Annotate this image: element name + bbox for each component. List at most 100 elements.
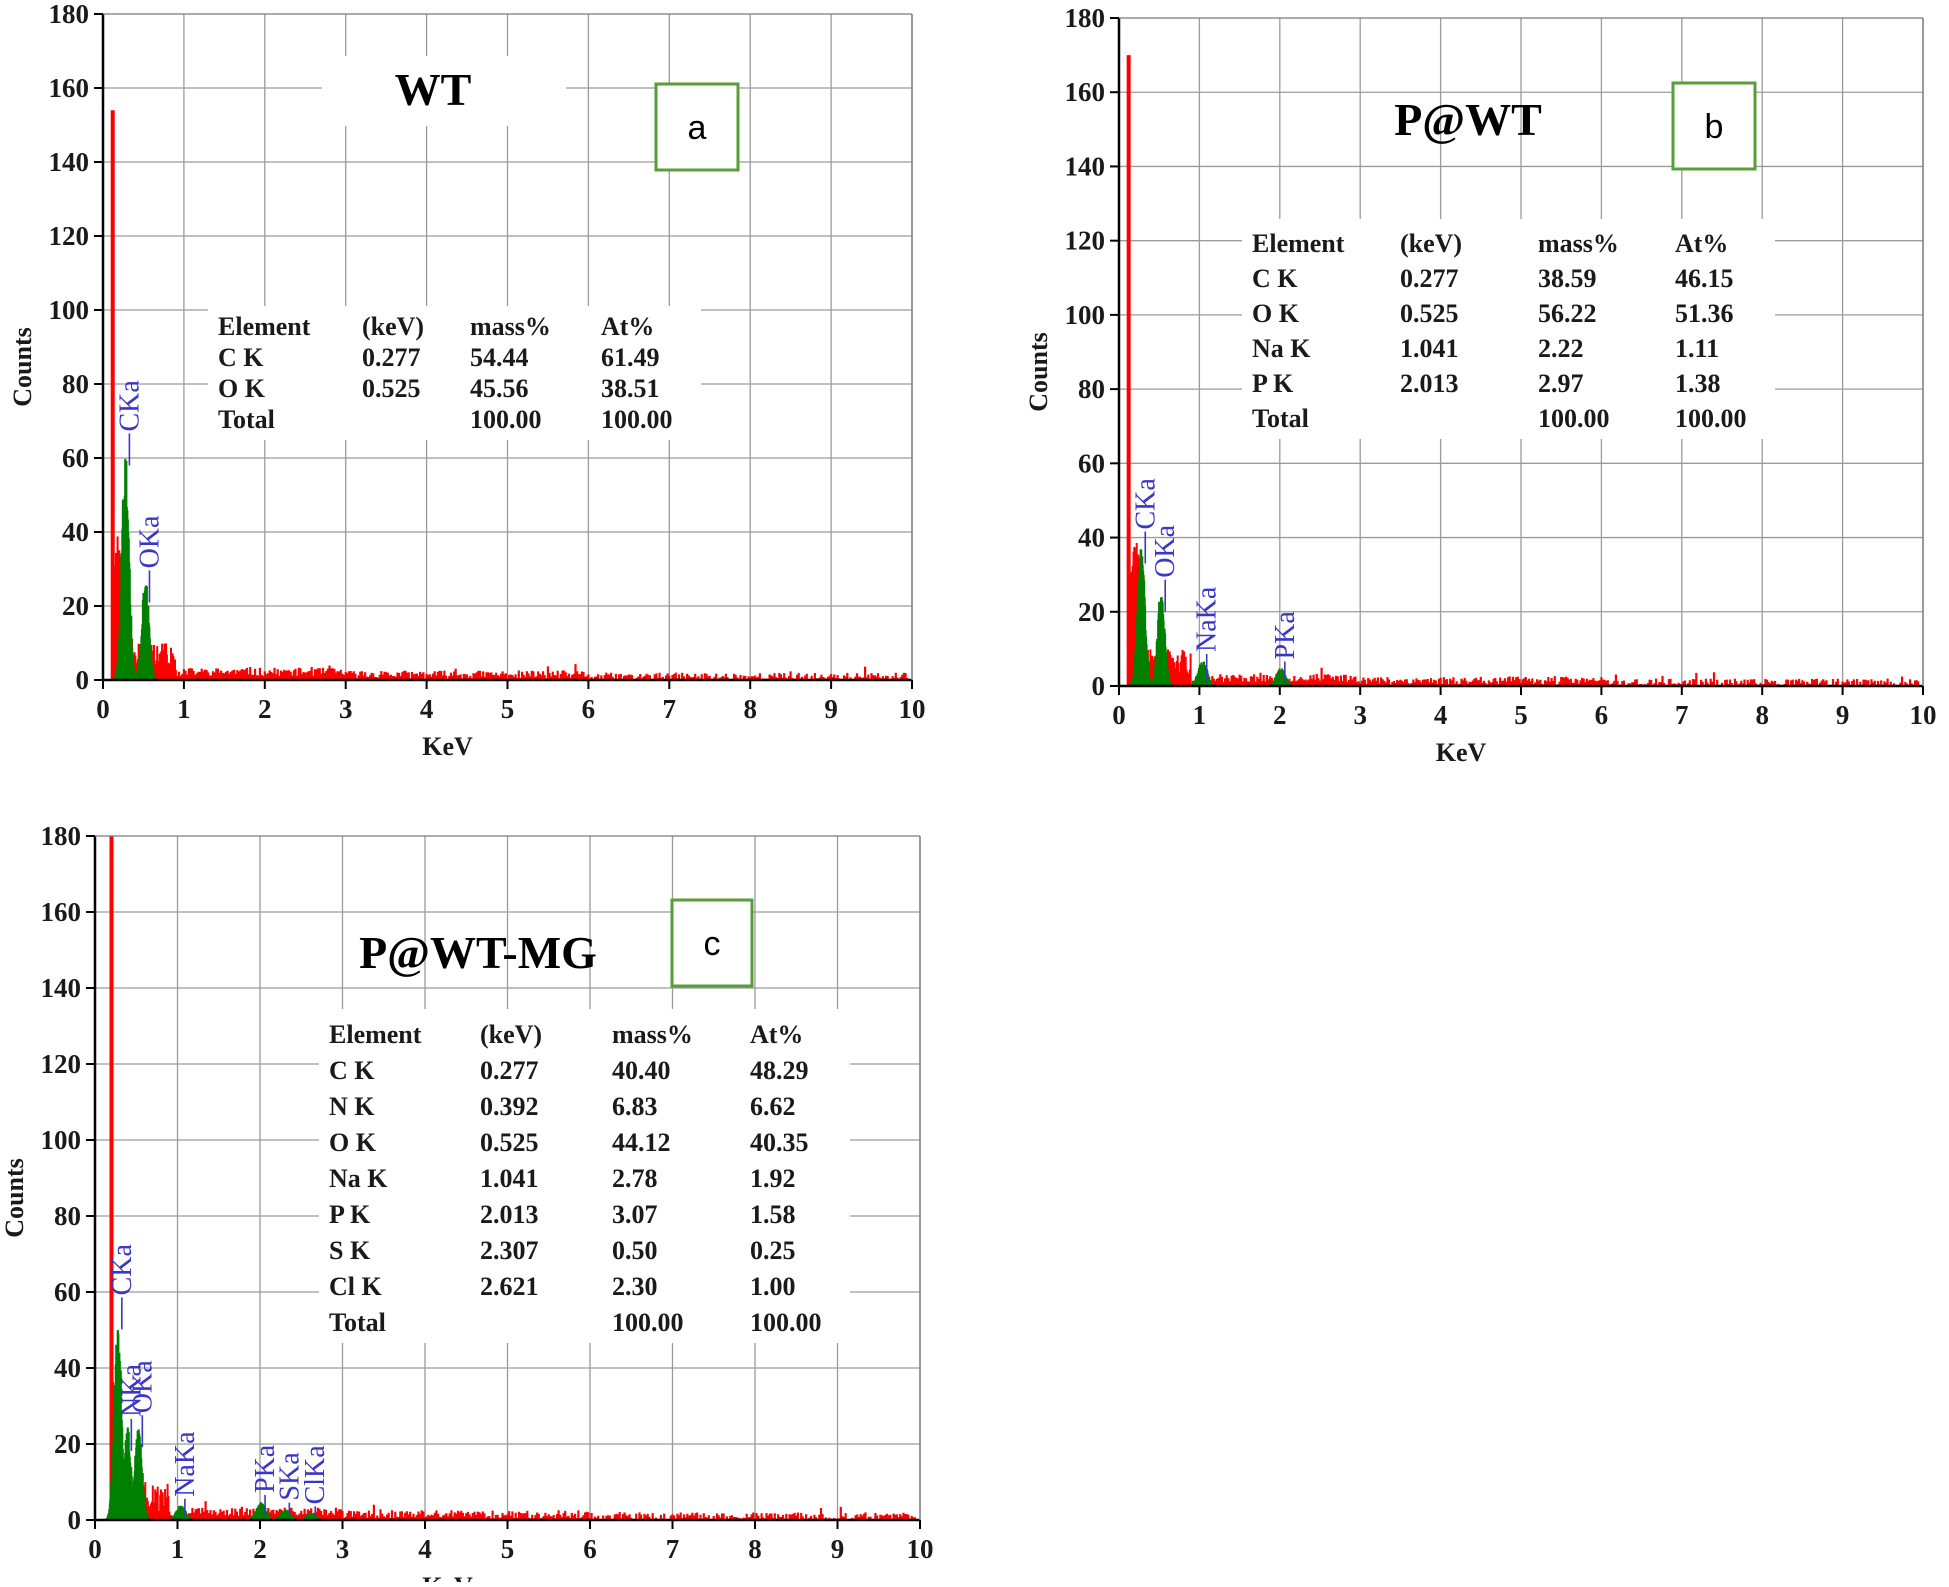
peak-label-SKa: SKa xyxy=(274,1452,305,1501)
y-axis-label: Counts xyxy=(0,1158,29,1237)
x-tick-label: 5 xyxy=(501,694,515,724)
panel-letter: b xyxy=(1705,108,1724,146)
peak-label-ClKa: ClKa xyxy=(300,1445,331,1505)
table-cell: O K xyxy=(218,374,266,403)
x-tick-label: 0 xyxy=(88,1534,102,1564)
y-tick-label: 60 xyxy=(62,443,89,473)
table-header-cell: (keV) xyxy=(362,312,424,341)
table-cell: 46.15 xyxy=(1675,264,1734,293)
x-tick-label: 5 xyxy=(1514,700,1528,730)
x-tick-label: 9 xyxy=(831,1534,845,1564)
table-cell: 3.07 xyxy=(612,1200,658,1229)
peak-NaKa xyxy=(1191,661,1215,686)
table-cell: P K xyxy=(1252,369,1294,398)
table-cell: 100.00 xyxy=(1675,404,1747,433)
peak-OKa xyxy=(1150,597,1172,686)
table-cell: C K xyxy=(329,1056,375,1085)
x-tick-label: 4 xyxy=(418,1534,432,1564)
table-header-cell: At% xyxy=(601,312,654,341)
table-header-cell: mass% xyxy=(612,1020,693,1049)
table-cell: 100.00 xyxy=(601,405,673,434)
y-tick-label: 60 xyxy=(1078,448,1105,478)
table-cell: Total xyxy=(218,405,275,434)
table-cell: 0.25 xyxy=(750,1236,796,1265)
peak-label-CKa: CKa xyxy=(107,1244,138,1296)
x-tick-label: 10 xyxy=(1910,700,1937,730)
x-tick-label: 0 xyxy=(96,694,110,724)
table-cell: 6.83 xyxy=(612,1092,658,1121)
chart-title: WT xyxy=(395,64,472,115)
table-cell: 40.40 xyxy=(612,1056,671,1085)
table-cell: 0.525 xyxy=(1400,299,1459,328)
table-cell: 1.92 xyxy=(750,1164,796,1193)
table-cell: 2.22 xyxy=(1538,334,1584,363)
chart-title: P@WT-MG xyxy=(359,927,597,978)
peak-label-PKa: PKa xyxy=(1270,611,1301,660)
x-axis-label: KeV xyxy=(1436,738,1487,767)
table-cell: 40.35 xyxy=(750,1128,809,1157)
y-tick-label: 0 xyxy=(1092,671,1106,701)
table-cell: 1.041 xyxy=(480,1164,539,1193)
x-tick-label: 3 xyxy=(339,694,353,724)
table-cell: 100.00 xyxy=(1538,404,1610,433)
x-tick-label: 6 xyxy=(1595,700,1609,730)
y-axis-label: Counts xyxy=(8,327,37,406)
x-tick-label: 6 xyxy=(582,694,596,724)
table-backdrop xyxy=(319,1009,850,1343)
x-tick-label: 9 xyxy=(1836,700,1850,730)
x-axis-label: KeV xyxy=(422,732,473,761)
x-tick-label: 1 xyxy=(1193,700,1207,730)
table-cell: C K xyxy=(1252,264,1298,293)
y-tick-label: 0 xyxy=(68,1505,82,1535)
y-tick-label: 80 xyxy=(54,1201,81,1231)
peak-label-NaKa: NaKa xyxy=(170,1431,201,1497)
y-tick-label: 100 xyxy=(49,295,90,325)
spectrum-background xyxy=(1127,667,1920,686)
panel-letter-box xyxy=(670,898,754,988)
table-cell: 38.51 xyxy=(601,374,660,403)
y-tick-label: 80 xyxy=(1078,374,1105,404)
table-cell: Cl K xyxy=(329,1272,383,1301)
peak-label-OKa: OKa xyxy=(1150,524,1181,577)
x-tick-label: 9 xyxy=(824,694,838,724)
table-cell: C K xyxy=(218,343,264,372)
table-cell: 2.307 xyxy=(480,1236,539,1265)
table-cell: 100.00 xyxy=(750,1308,822,1337)
y-tick-label: 20 xyxy=(62,591,89,621)
table-header-cell: mass% xyxy=(1538,229,1619,258)
table-cell: 48.29 xyxy=(750,1056,809,1085)
table-cell: 54.44 xyxy=(470,343,529,372)
x-tick-label: 4 xyxy=(420,694,434,724)
y-tick-label: 100 xyxy=(1065,300,1106,330)
y-tick-label: 0 xyxy=(76,665,90,695)
peak-label-OKa: OKa xyxy=(134,515,165,568)
peak-label-CKa: CKa xyxy=(114,380,145,432)
table-backdrop xyxy=(208,306,701,440)
chart-title: P@WT xyxy=(1394,94,1542,145)
table-cell: O K xyxy=(1252,299,1300,328)
x-tick-label: 1 xyxy=(177,694,191,724)
y-tick-label: 160 xyxy=(1065,77,1106,107)
table-cell: Total xyxy=(329,1308,386,1337)
table-cell: 0.50 xyxy=(612,1236,658,1265)
y-tick-label: 180 xyxy=(49,0,90,29)
table-cell: 0.277 xyxy=(362,343,421,372)
panel-letter: c xyxy=(704,925,721,963)
y-tick-label: 120 xyxy=(49,221,90,251)
y-tick-label: 140 xyxy=(1065,151,1106,181)
table-cell: N K xyxy=(329,1092,375,1121)
table-cell: O K xyxy=(329,1128,377,1157)
table-cell: 0.525 xyxy=(362,374,421,403)
y-tick-label: 160 xyxy=(41,897,82,927)
x-tick-label: 2 xyxy=(253,1534,267,1564)
table-cell: 1.11 xyxy=(1675,334,1719,363)
table-header-cell: mass% xyxy=(470,312,551,341)
x-tick-label: 8 xyxy=(743,694,757,724)
y-tick-label: 160 xyxy=(49,73,90,103)
y-tick-label: 20 xyxy=(1078,597,1105,627)
spectrum-background xyxy=(110,1501,917,1520)
y-axis-label: Counts xyxy=(1024,332,1053,411)
table-cell: 44.12 xyxy=(612,1128,671,1157)
table-cell: 2.97 xyxy=(1538,369,1584,398)
